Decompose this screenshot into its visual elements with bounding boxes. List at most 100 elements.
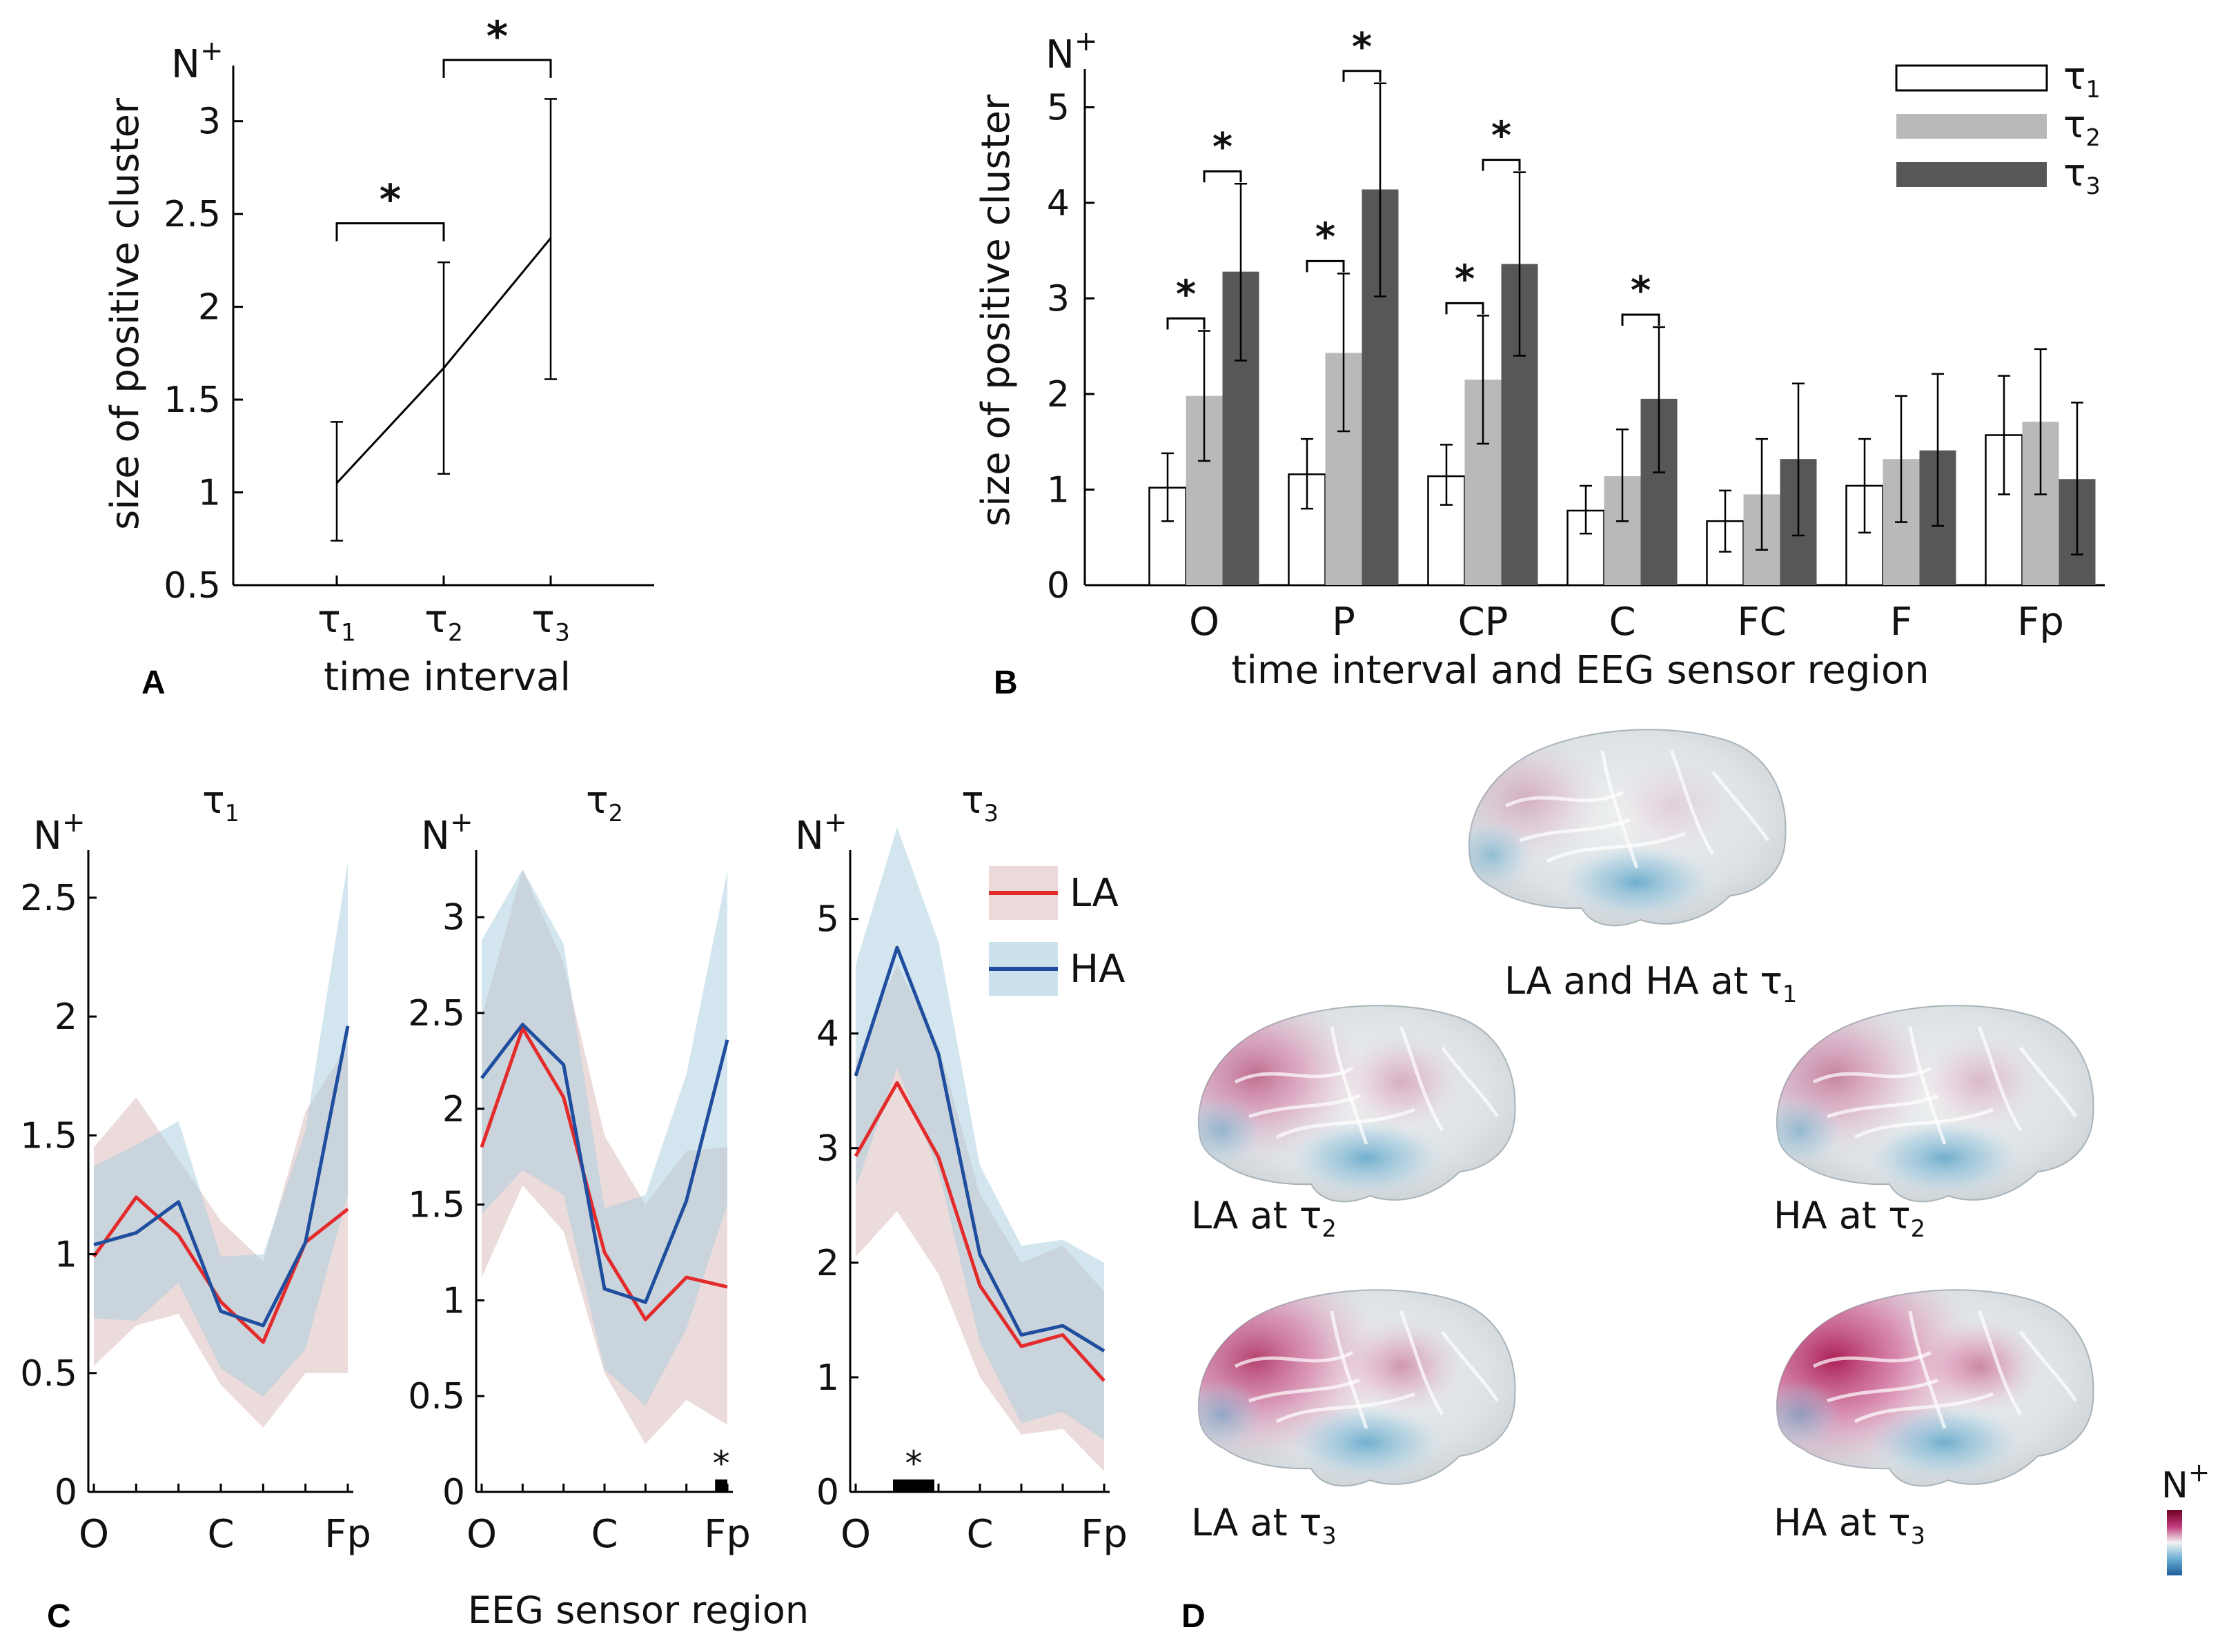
brain-ha3	[1776, 1289, 2094, 1487]
panel-letter-b: B	[994, 665, 1018, 701]
c-unit-label: N+	[33, 806, 86, 858]
b-ytick-label: 4	[1047, 183, 1070, 224]
c-title: τ1	[202, 778, 239, 827]
c-xtick-label: C	[207, 1512, 234, 1557]
a-ytick-label: 1.5	[164, 380, 221, 421]
brain-label: LA at τ3	[1191, 1501, 1337, 1549]
brain-overlay	[1198, 1290, 1500, 1480]
brain-sulcus	[1812, 1066, 1932, 1084]
c-ytick-label: 5	[816, 899, 839, 941]
a-xtick-label: τ1	[317, 597, 356, 647]
brain-sulcus	[1977, 1026, 2023, 1132]
c-xtick-label: O	[466, 1512, 497, 1557]
c-line-la	[854, 1081, 1106, 1382]
brain-pink-region	[1339, 1034, 1463, 1130]
brain-sulcus	[1330, 1310, 1368, 1429]
c-ytick-label: 0	[442, 1472, 465, 1513]
brain-blue-region	[1869, 1404, 2021, 1480]
c-ytick-label: 2	[816, 1243, 839, 1284]
b-ytick-label: 0	[1047, 565, 1070, 607]
c-ytick-label: 4	[816, 1014, 839, 1055]
c-line-ha	[480, 1023, 729, 1304]
brain-blue-region	[1776, 1380, 1841, 1449]
brain-overlay	[1468, 737, 1770, 920]
a-ylabel: size of positive cluster	[103, 97, 148, 530]
a-sig-star: *	[380, 176, 401, 224]
brain-label: LA and HA at τ1	[1504, 959, 1797, 1007]
a-sig-bracket	[442, 59, 552, 78]
brain-pink-region	[1917, 1318, 2041, 1415]
a-xtick-label: τ2	[424, 597, 463, 647]
b-xtick-label: FC	[1737, 600, 1786, 645]
c-band-ha	[856, 827, 1104, 1441]
b-sig-bracket	[1621, 313, 1660, 326]
b-sig-bracket	[1482, 159, 1521, 171]
a-unit-label: N+	[171, 35, 224, 87]
b-xtick-label: F	[1890, 600, 1912, 645]
b-sig-bracket	[1166, 317, 1206, 330]
b-legend-swatch	[1896, 162, 2047, 187]
b-ylabel: size of positive cluster	[974, 94, 1019, 527]
b-legend-label: τ1	[2063, 55, 2101, 103]
c-xtick-label: Fp	[324, 1512, 371, 1557]
c-xtick-label: Fp	[704, 1512, 751, 1557]
brain-sulcus	[1275, 1392, 1415, 1424]
brain-sulcus	[1854, 1108, 1994, 1139]
c-ytick-label: 0.5	[408, 1376, 465, 1417]
b-sig-star: *	[1212, 125, 1232, 170]
b-xtick-label: O	[1189, 600, 1219, 645]
panel-letter-d: D	[1181, 1598, 1206, 1635]
brain-sulcus	[2019, 1330, 2078, 1402]
panel-a-chart: 0.5 1 1.5 2 2.5 3 τ1 τ2 τ3 * * N+ size of positive c…	[103, 12, 654, 700]
b-xtick-label: P	[1332, 600, 1355, 645]
c-xtick-label: Fp	[1081, 1512, 1128, 1557]
c-title: τ3	[961, 778, 999, 827]
brain-sulcus	[1854, 1392, 1994, 1424]
c-ytick-label: 1.5	[408, 1185, 465, 1226]
brain-sulcus	[1827, 1378, 1938, 1403]
brain-sulcus	[1399, 1310, 1444, 1416]
c-ytick-label: 0	[816, 1472, 839, 1513]
panel-letter-a: A	[141, 665, 166, 701]
brain-overlay	[1776, 1290, 2078, 1480]
brain-blue-region	[1290, 1404, 1442, 1480]
brain-top	[1468, 729, 1787, 927]
brain-sulcus	[1248, 1094, 1360, 1119]
brain-sulcus	[1275, 1108, 1415, 1139]
b-legend-swatch	[1896, 114, 2047, 139]
brain-sulcus	[1711, 770, 1770, 842]
a-sig-star: *	[487, 12, 508, 61]
c-band-ha	[482, 869, 727, 1406]
c-legend-label: LA	[1070, 871, 1119, 916]
b-sig-bracket	[1203, 170, 1242, 183]
c-sig-star: *	[905, 1444, 923, 1484]
a-ytick-label: 2.5	[164, 194, 221, 235]
brain-sulcus	[1234, 1350, 1354, 1368]
a-ytick-label: 2	[198, 287, 221, 328]
b-xtick-label: CP	[1458, 600, 1509, 645]
brain-sulcus	[1600, 750, 1639, 869]
b-legend-label: τ2	[2063, 103, 2101, 151]
c-xtick-label: C	[966, 1512, 993, 1557]
c-ytick-label: 3	[442, 897, 465, 938]
a-xlabel: time interval	[324, 655, 571, 700]
b-ytick-label: 2	[1047, 374, 1070, 415]
b-sig-bracket	[1342, 70, 1382, 82]
colorbar-label: N+	[2161, 1457, 2210, 1506]
c-line-ha	[93, 1025, 350, 1328]
brain-label: HA at τ2	[1774, 1194, 1925, 1242]
b-legend-swatch	[1895, 64, 2048, 92]
c-sig-star: *	[713, 1444, 730, 1484]
brain-blue-region	[1198, 1096, 1263, 1165]
brain-sulcus	[2019, 1046, 2078, 1118]
c-title: τ2	[586, 778, 623, 827]
c-ytick-label: 2.5	[408, 993, 465, 1034]
brain-sulcus	[1234, 1066, 1354, 1084]
a-sig-bracket	[335, 222, 445, 242]
brain-sulcus	[1669, 750, 1715, 856]
c-unit-label: N+	[421, 806, 473, 858]
brain-blue-region	[1869, 1120, 2021, 1196]
c-xtick-label: O	[841, 1512, 871, 1557]
c-ytick-label: 1	[816, 1357, 839, 1399]
